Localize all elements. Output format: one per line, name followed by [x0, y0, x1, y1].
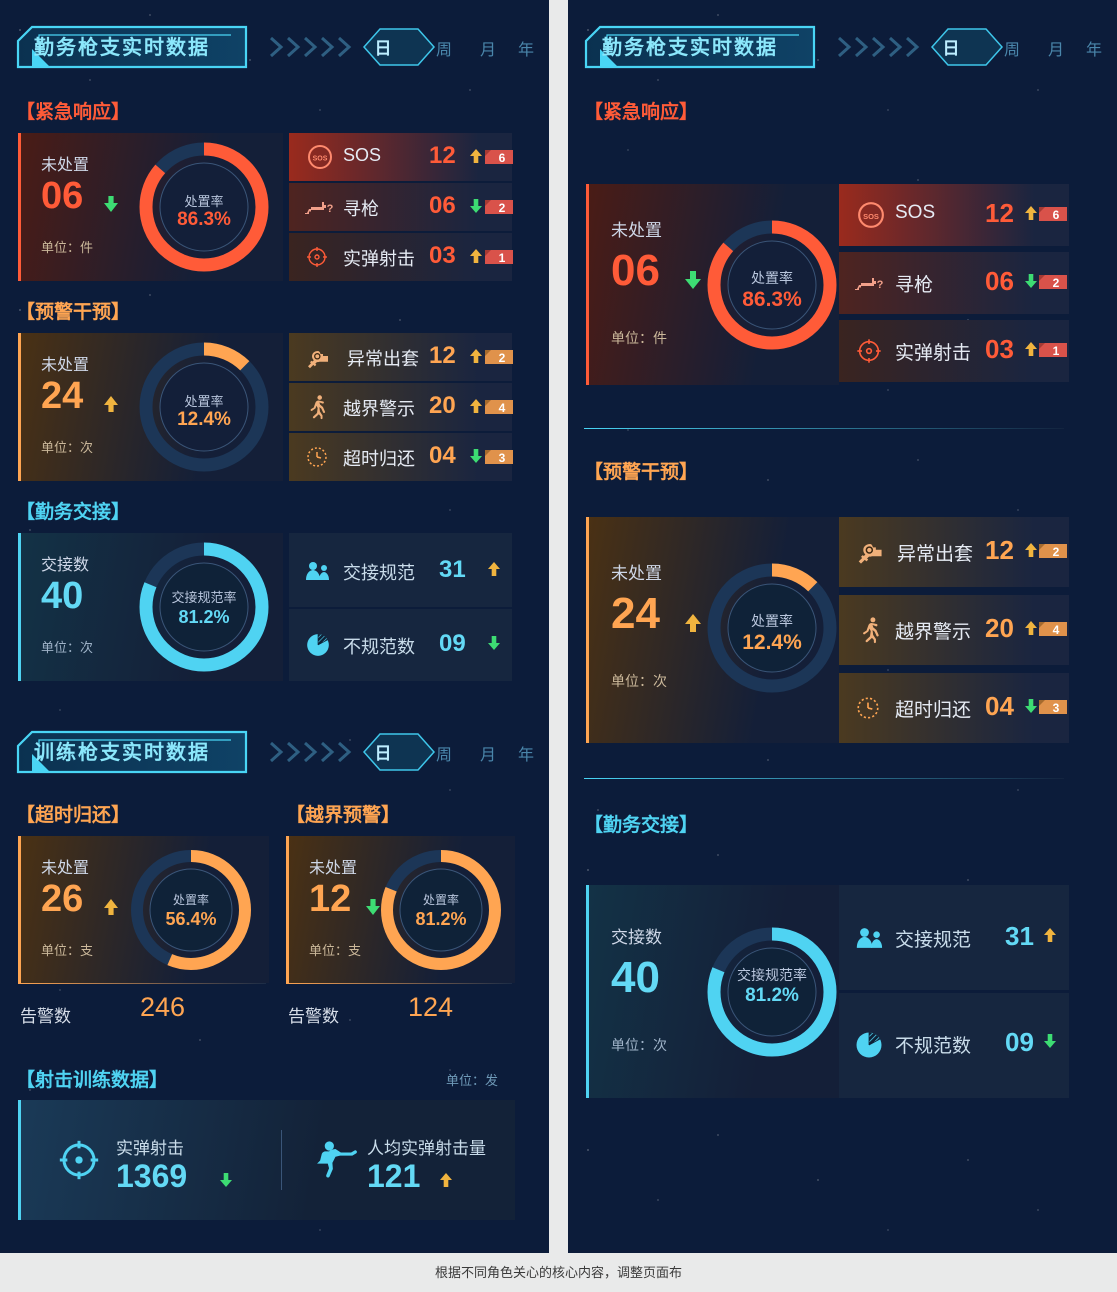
svg-text:4: 4 [499, 401, 506, 415]
svg-text:2: 2 [1053, 545, 1060, 559]
svg-text:6: 6 [1053, 208, 1060, 222]
svg-text:SOS: SOS [313, 156, 328, 163]
svg-text:3: 3 [499, 451, 506, 465]
svg-text:1: 1 [499, 251, 506, 265]
svg-text:3: 3 [1053, 701, 1060, 715]
svg-text:1: 1 [1053, 344, 1060, 358]
svg-text:4: 4 [1053, 623, 1060, 637]
svg-text:?: ? [327, 203, 333, 215]
svg-text:2: 2 [499, 201, 506, 215]
svg-text:6: 6 [499, 151, 506, 165]
svg-text:2: 2 [499, 351, 506, 365]
svg-text:?: ? [877, 279, 883, 291]
svg-text:SOS: SOS [863, 212, 879, 221]
svg-text:2: 2 [1053, 276, 1060, 290]
